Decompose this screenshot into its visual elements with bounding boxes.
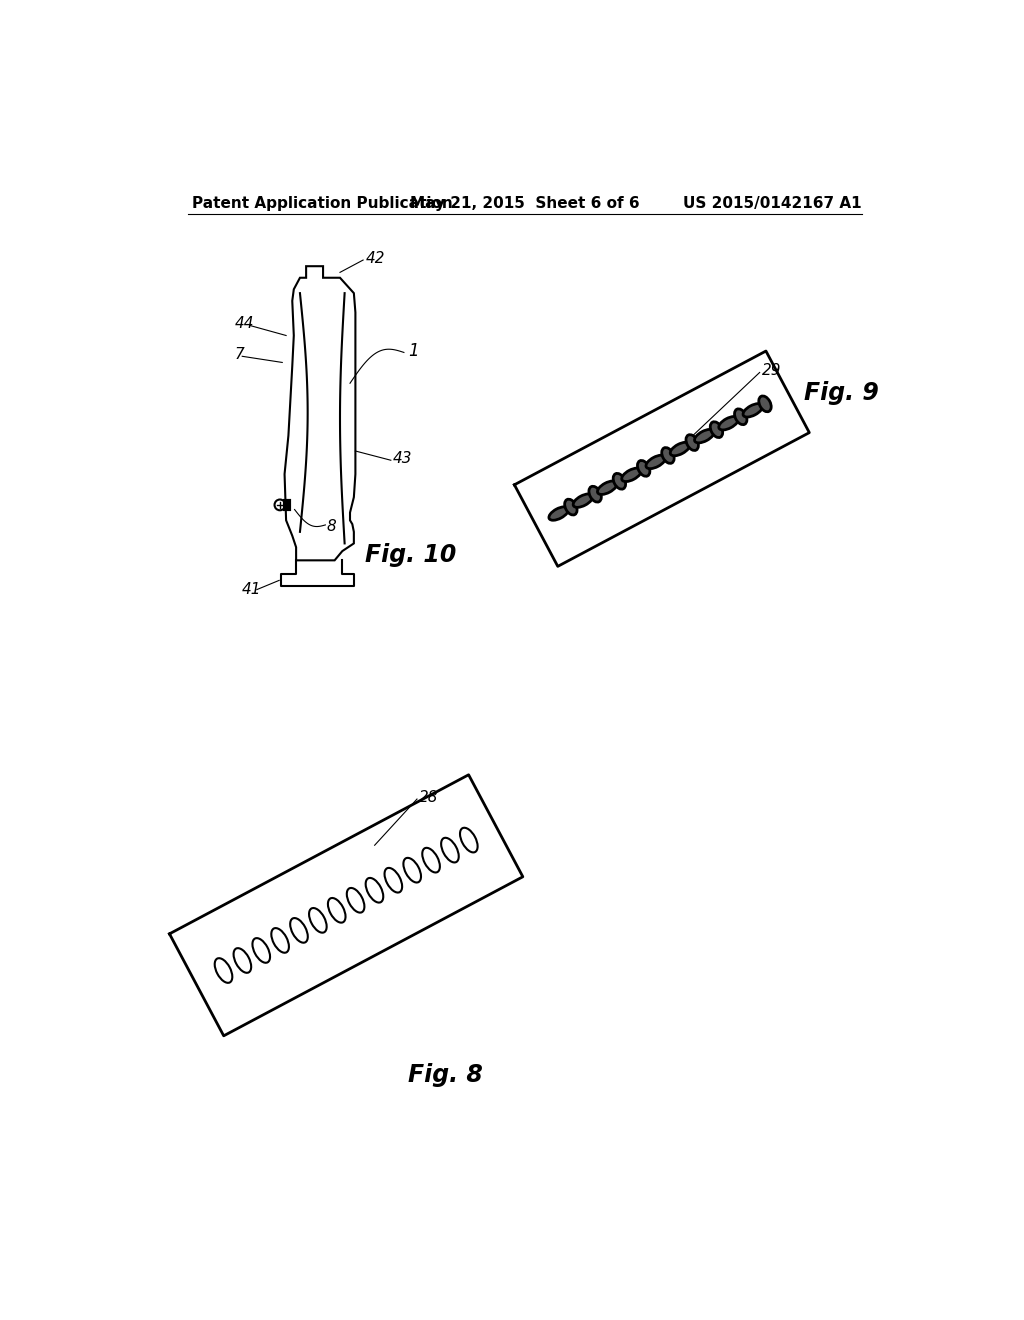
Ellipse shape bbox=[309, 908, 327, 933]
Ellipse shape bbox=[549, 507, 568, 520]
Ellipse shape bbox=[422, 847, 440, 873]
Text: Fig. 10: Fig. 10 bbox=[366, 543, 457, 568]
Ellipse shape bbox=[613, 474, 626, 490]
Ellipse shape bbox=[441, 838, 459, 862]
Text: May 21, 2015  Sheet 6 of 6: May 21, 2015 Sheet 6 of 6 bbox=[410, 195, 640, 211]
Ellipse shape bbox=[686, 434, 698, 450]
Ellipse shape bbox=[662, 447, 674, 463]
Ellipse shape bbox=[622, 469, 641, 482]
Text: 8: 8 bbox=[327, 519, 337, 535]
Ellipse shape bbox=[734, 409, 746, 425]
Ellipse shape bbox=[347, 888, 365, 912]
Ellipse shape bbox=[460, 828, 477, 853]
Ellipse shape bbox=[638, 461, 650, 477]
Ellipse shape bbox=[694, 429, 714, 442]
Ellipse shape bbox=[743, 404, 763, 417]
Ellipse shape bbox=[328, 898, 345, 923]
Ellipse shape bbox=[215, 958, 232, 983]
Text: 7: 7 bbox=[234, 347, 245, 362]
Text: 44: 44 bbox=[234, 317, 254, 331]
Ellipse shape bbox=[759, 396, 771, 412]
Text: 29: 29 bbox=[762, 363, 781, 378]
Ellipse shape bbox=[385, 867, 402, 892]
Ellipse shape bbox=[719, 417, 738, 430]
Ellipse shape bbox=[290, 917, 308, 942]
Text: 43: 43 bbox=[392, 451, 412, 466]
Ellipse shape bbox=[671, 442, 690, 455]
Ellipse shape bbox=[403, 858, 421, 883]
Ellipse shape bbox=[564, 499, 578, 515]
Text: Fig. 9: Fig. 9 bbox=[804, 381, 880, 405]
Ellipse shape bbox=[233, 948, 251, 973]
Ellipse shape bbox=[573, 494, 593, 507]
Text: Patent Application Publication: Patent Application Publication bbox=[193, 195, 453, 211]
Text: 1: 1 bbox=[408, 342, 419, 360]
Ellipse shape bbox=[253, 939, 270, 962]
Ellipse shape bbox=[646, 455, 666, 469]
Ellipse shape bbox=[711, 422, 723, 437]
Text: Fig. 8: Fig. 8 bbox=[408, 1063, 482, 1086]
Text: 41: 41 bbox=[243, 582, 262, 597]
Text: US 2015/0142167 A1: US 2015/0142167 A1 bbox=[683, 195, 862, 211]
Ellipse shape bbox=[366, 878, 383, 903]
Ellipse shape bbox=[597, 480, 617, 495]
Text: 28: 28 bbox=[419, 789, 439, 805]
Ellipse shape bbox=[589, 486, 601, 502]
Ellipse shape bbox=[271, 928, 289, 953]
Text: 42: 42 bbox=[366, 251, 385, 267]
